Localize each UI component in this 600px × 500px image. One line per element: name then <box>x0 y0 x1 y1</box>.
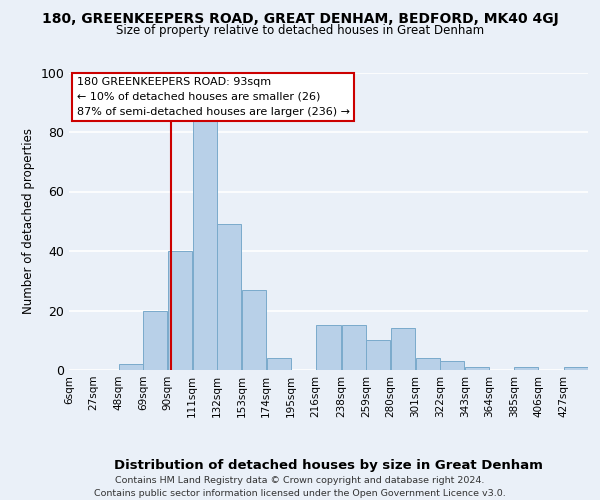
Text: 180 GREENKEEPERS ROAD: 93sqm
← 10% of detached houses are smaller (26)
87% of se: 180 GREENKEEPERS ROAD: 93sqm ← 10% of de… <box>77 77 350 116</box>
Bar <box>193 120 217 370</box>
Bar <box>563 367 588 370</box>
Bar <box>119 364 143 370</box>
Bar <box>316 326 341 370</box>
Bar <box>367 340 391 370</box>
Bar <box>465 367 489 370</box>
Bar <box>341 326 366 370</box>
Text: Contains HM Land Registry data © Crown copyright and database right 2024.
Contai: Contains HM Land Registry data © Crown c… <box>94 476 506 498</box>
Bar <box>168 251 192 370</box>
Text: 180, GREENKEEPERS ROAD, GREAT DENHAM, BEDFORD, MK40 4GJ: 180, GREENKEEPERS ROAD, GREAT DENHAM, BE… <box>41 12 559 26</box>
Bar <box>514 367 538 370</box>
X-axis label: Distribution of detached houses by size in Great Denham: Distribution of detached houses by size … <box>114 458 543 471</box>
Y-axis label: Number of detached properties: Number of detached properties <box>22 128 35 314</box>
Bar <box>391 328 415 370</box>
Bar <box>266 358 290 370</box>
Bar <box>242 290 266 370</box>
Bar <box>143 310 167 370</box>
Bar <box>440 361 464 370</box>
Bar <box>416 358 440 370</box>
Text: Size of property relative to detached houses in Great Denham: Size of property relative to detached ho… <box>116 24 484 37</box>
Bar <box>217 224 241 370</box>
